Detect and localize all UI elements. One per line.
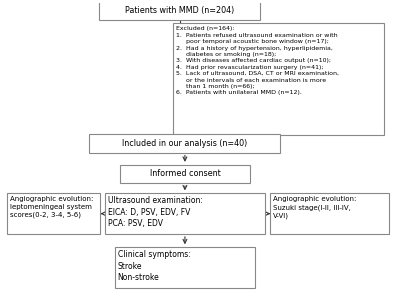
Bar (120, 165, 250, 183)
Bar (104, 193, 265, 234)
Text: Angiographic evolution:
Suzuki stage(I-II, III-IV,
V-VI): Angiographic evolution: Suzuki stage(I-I… (273, 196, 357, 219)
Bar (7, 193, 100, 234)
Text: Excluded (n=164):
1.  Patients refused ultrasound examination or with
     poor : Excluded (n=164): 1. Patients refused ul… (176, 26, 339, 95)
Bar (90, 134, 280, 152)
Bar (270, 193, 389, 234)
Text: Included in our analysis (n=40): Included in our analysis (n=40) (122, 139, 248, 148)
Text: Informed consent: Informed consent (150, 169, 220, 178)
Text: Patients with MMD (n=204): Patients with MMD (n=204) (125, 6, 234, 15)
Text: Angiographic evolution:
leptomeningeal system
scores(0-2, 3-4, 5-6): Angiographic evolution: leptomeningeal s… (10, 196, 94, 218)
Text: Clinical symptoms:
Stroke
Non-stroke: Clinical symptoms: Stroke Non-stroke (118, 250, 190, 282)
Bar (114, 247, 255, 288)
Bar (100, 0, 260, 20)
Bar (173, 23, 384, 135)
Text: Ultrasound examination:
EICA: D, PSV, EDV, FV
PCA: PSV, EDV: Ultrasound examination: EICA: D, PSV, ED… (108, 196, 202, 228)
